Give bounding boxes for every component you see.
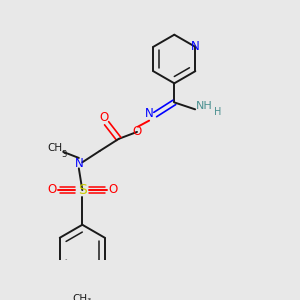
Text: CH: CH xyxy=(47,143,62,153)
Text: N: N xyxy=(74,157,83,170)
Text: NH: NH xyxy=(196,101,213,111)
Text: S: S xyxy=(78,183,87,197)
Text: O: O xyxy=(108,183,117,196)
Text: N: N xyxy=(145,107,154,120)
Text: O: O xyxy=(132,125,142,138)
Text: CH₃: CH₃ xyxy=(73,294,92,300)
Text: N: N xyxy=(191,40,200,53)
Text: O: O xyxy=(47,183,57,196)
Text: H: H xyxy=(214,107,221,117)
Text: 3: 3 xyxy=(61,150,67,159)
Text: O: O xyxy=(99,111,109,124)
